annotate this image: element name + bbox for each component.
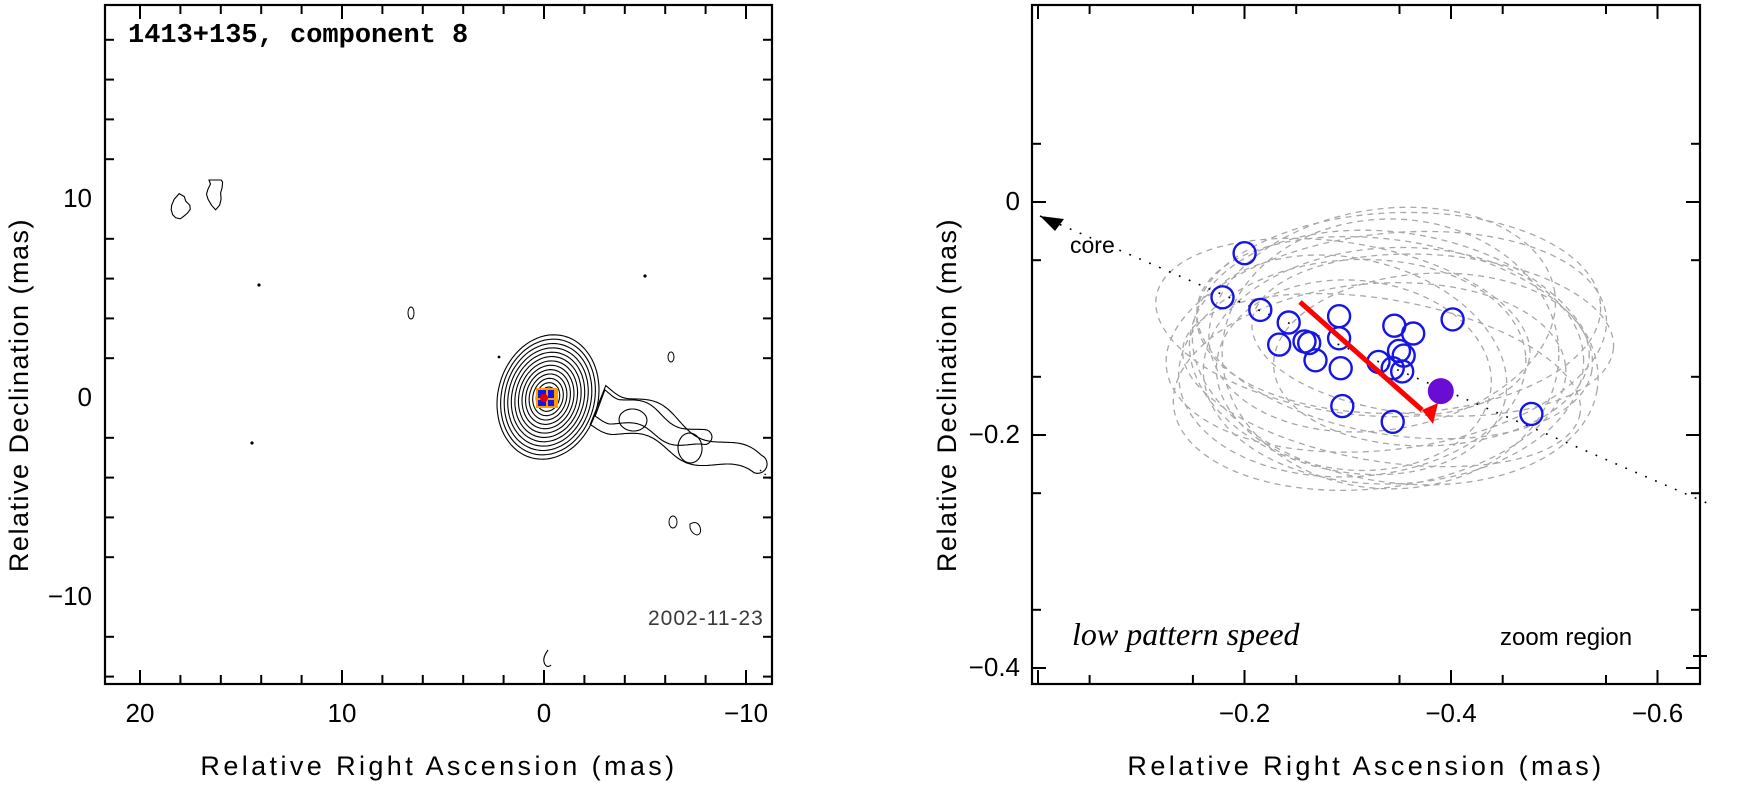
svg-text:1413+135, component 8: 1413+135, component 8 bbox=[128, 21, 468, 51]
svg-text:Relative Right Ascension (mas): Relative Right Ascension (mas) bbox=[200, 751, 677, 781]
svg-text:−0.6: −0.6 bbox=[1632, 698, 1683, 728]
svg-text:10: 10 bbox=[63, 183, 92, 213]
svg-text:−0.4: −0.4 bbox=[969, 652, 1020, 682]
svg-text:2002-11-23: 2002-11-23 bbox=[648, 607, 764, 630]
svg-text:−10: −10 bbox=[48, 581, 92, 611]
svg-text:0: 0 bbox=[78, 382, 92, 412]
svg-text:zoom region: zoom region bbox=[1500, 624, 1632, 651]
svg-text:−10: −10 bbox=[724, 698, 768, 728]
svg-text:−0.2: −0.2 bbox=[1219, 698, 1270, 728]
svg-text:Relative Right Ascension (mas): Relative Right Ascension (mas) bbox=[1127, 751, 1604, 781]
svg-text:0: 0 bbox=[537, 698, 551, 728]
svg-text:low pattern speed: low pattern speed bbox=[1072, 616, 1301, 652]
svg-text:20: 20 bbox=[126, 698, 155, 728]
svg-text:0: 0 bbox=[1006, 186, 1020, 216]
svg-text:Relative Declination (mas): Relative Declination (mas) bbox=[4, 218, 34, 572]
svg-text:10: 10 bbox=[328, 698, 357, 728]
svg-text:−0.4: −0.4 bbox=[1425, 698, 1476, 728]
svg-text:Relative Declination (mas): Relative Declination (mas) bbox=[932, 218, 962, 572]
svg-text:core: core bbox=[1070, 232, 1115, 258]
svg-text:−0.2: −0.2 bbox=[969, 419, 1020, 449]
